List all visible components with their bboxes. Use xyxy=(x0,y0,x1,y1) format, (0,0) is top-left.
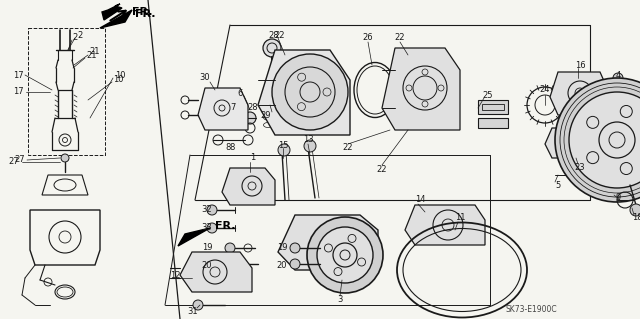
Polygon shape xyxy=(178,228,210,246)
Text: SK73-E1900C: SK73-E1900C xyxy=(505,305,557,314)
Text: 22: 22 xyxy=(395,33,405,42)
Text: 17: 17 xyxy=(13,87,23,97)
Text: 27: 27 xyxy=(9,158,19,167)
Polygon shape xyxy=(382,48,460,130)
Text: 10: 10 xyxy=(115,70,125,79)
Text: 23: 23 xyxy=(575,164,586,173)
Polygon shape xyxy=(545,128,605,158)
Circle shape xyxy=(223,259,233,269)
Circle shape xyxy=(193,300,203,310)
Text: 22: 22 xyxy=(343,144,353,152)
Polygon shape xyxy=(100,10,132,28)
Circle shape xyxy=(244,112,256,124)
Circle shape xyxy=(304,140,316,152)
Circle shape xyxy=(630,204,640,216)
Polygon shape xyxy=(405,205,485,245)
Text: 27: 27 xyxy=(15,155,26,165)
Polygon shape xyxy=(258,50,350,135)
Circle shape xyxy=(61,154,69,162)
Circle shape xyxy=(272,54,348,130)
Text: 15: 15 xyxy=(278,140,288,150)
Bar xyxy=(478,100,508,114)
Text: 13: 13 xyxy=(303,136,314,145)
Polygon shape xyxy=(278,215,378,270)
Text: 2: 2 xyxy=(77,31,83,40)
Bar xyxy=(28,28,105,155)
Circle shape xyxy=(290,243,300,253)
Text: 25: 25 xyxy=(483,91,493,100)
Circle shape xyxy=(278,144,290,156)
Text: 33: 33 xyxy=(202,224,212,233)
Text: FR.: FR. xyxy=(135,9,156,19)
Text: 8: 8 xyxy=(229,144,235,152)
Circle shape xyxy=(290,259,300,269)
Text: 7: 7 xyxy=(230,103,236,113)
Text: 9: 9 xyxy=(616,194,621,203)
Circle shape xyxy=(569,92,640,188)
Text: 10: 10 xyxy=(113,76,124,85)
Bar xyxy=(478,118,508,128)
Text: FR.: FR. xyxy=(132,7,152,17)
Text: 26: 26 xyxy=(363,33,373,42)
Text: 20: 20 xyxy=(276,261,287,270)
Text: 17: 17 xyxy=(13,70,23,79)
Text: 5: 5 xyxy=(556,181,561,189)
Polygon shape xyxy=(222,168,275,205)
Circle shape xyxy=(613,73,623,83)
Circle shape xyxy=(225,243,235,253)
Text: 4: 4 xyxy=(616,70,621,79)
Circle shape xyxy=(207,205,217,215)
Text: 24: 24 xyxy=(540,85,550,94)
Text: 28: 28 xyxy=(248,103,259,113)
Text: 21: 21 xyxy=(87,50,97,60)
Text: 3: 3 xyxy=(337,295,342,305)
Circle shape xyxy=(307,217,383,293)
Circle shape xyxy=(317,227,373,283)
Text: 20: 20 xyxy=(202,261,212,270)
Polygon shape xyxy=(198,88,248,130)
Polygon shape xyxy=(550,72,608,115)
Circle shape xyxy=(207,223,217,233)
Bar xyxy=(482,104,504,110)
Text: 28: 28 xyxy=(269,32,279,41)
Text: 8: 8 xyxy=(225,144,230,152)
Polygon shape xyxy=(102,4,122,20)
Text: 19: 19 xyxy=(202,243,212,253)
Text: 2: 2 xyxy=(72,33,77,42)
Text: FR.: FR. xyxy=(215,221,236,231)
Polygon shape xyxy=(180,252,252,292)
Circle shape xyxy=(266,78,278,90)
Text: 30: 30 xyxy=(200,73,211,83)
Text: 16: 16 xyxy=(575,61,586,70)
Text: 22: 22 xyxy=(377,166,387,174)
Text: 12: 12 xyxy=(170,271,180,279)
Text: 6: 6 xyxy=(237,88,243,98)
Text: 22: 22 xyxy=(275,31,285,40)
Text: 29: 29 xyxy=(260,112,271,121)
Circle shape xyxy=(555,78,640,202)
Text: 31: 31 xyxy=(188,308,198,316)
Text: 14: 14 xyxy=(415,196,425,204)
Text: 11: 11 xyxy=(455,213,465,222)
Circle shape xyxy=(263,39,281,57)
Text: 19: 19 xyxy=(276,243,287,253)
Text: 21: 21 xyxy=(90,48,100,56)
Text: 18: 18 xyxy=(632,213,640,222)
Text: 1: 1 xyxy=(250,153,255,162)
Text: 32: 32 xyxy=(202,205,212,214)
